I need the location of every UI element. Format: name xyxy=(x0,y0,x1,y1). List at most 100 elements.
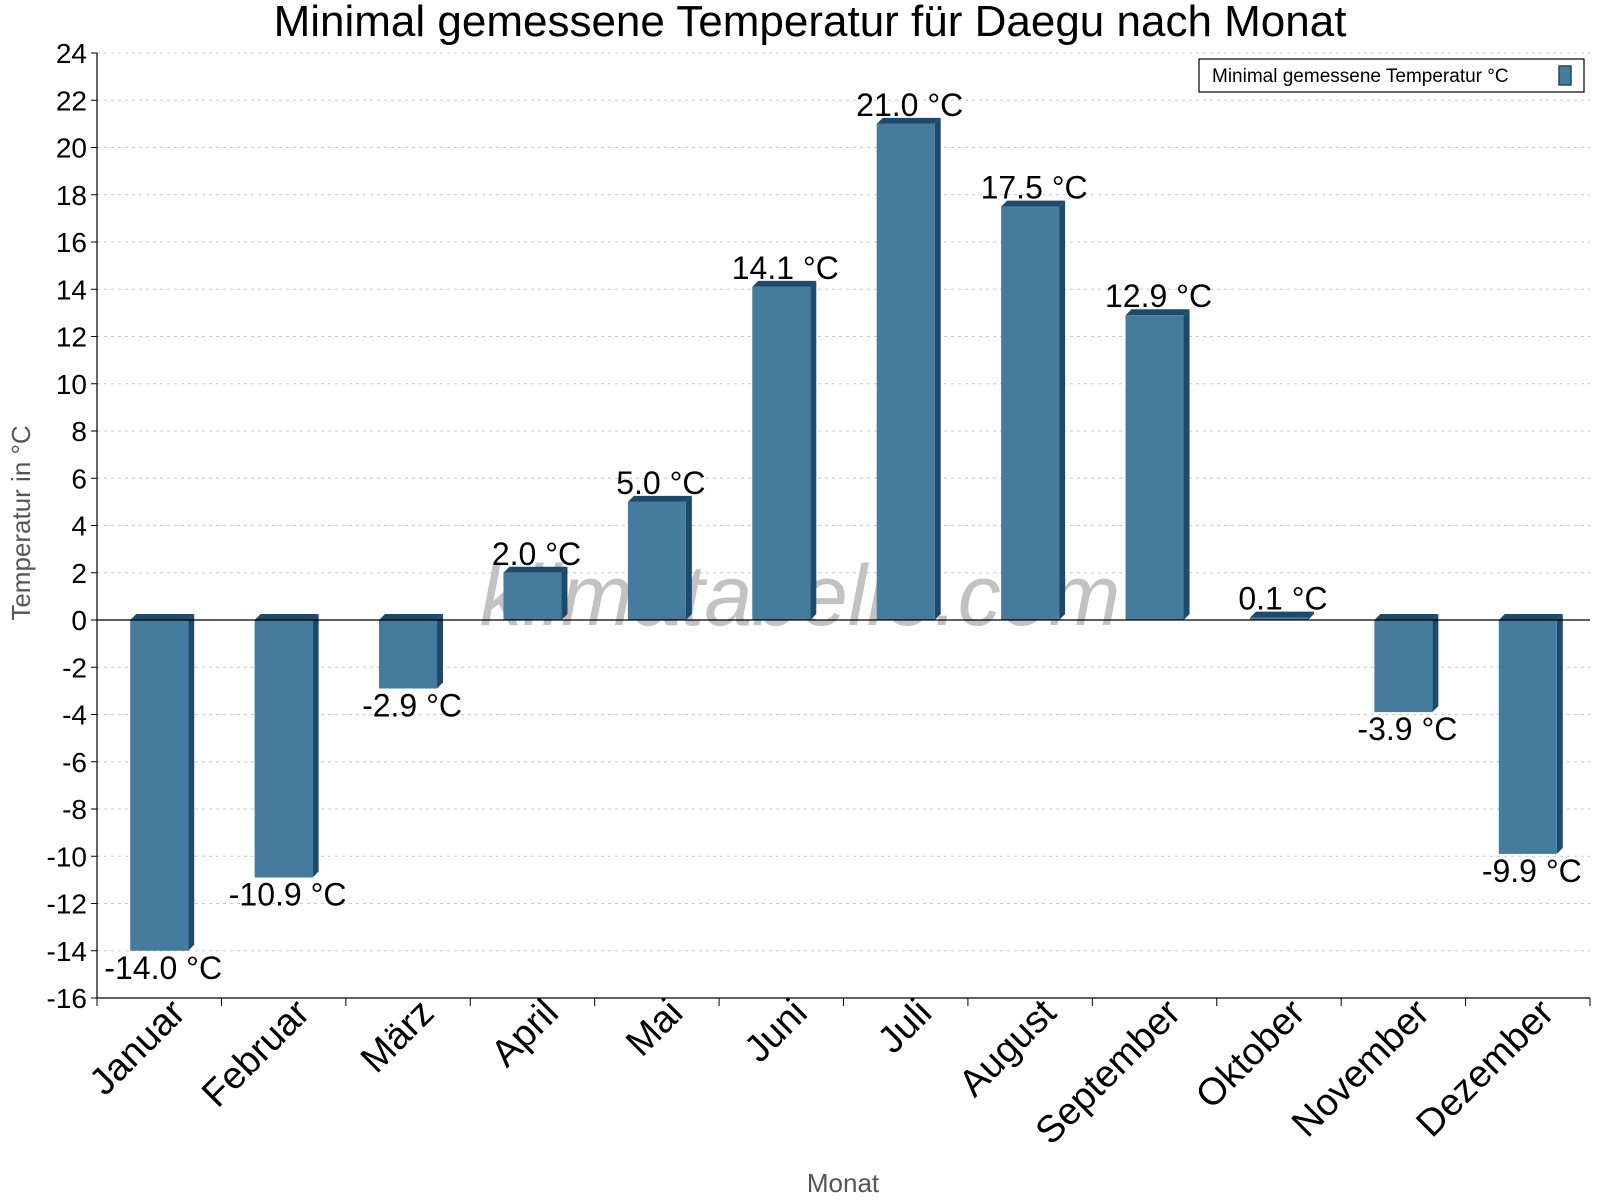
data-label: 17.5 °C xyxy=(981,170,1088,206)
bar-side xyxy=(1432,614,1439,713)
bar-5 xyxy=(627,495,692,620)
bar-2 xyxy=(254,614,319,878)
x-tick-label: Mai xyxy=(618,992,691,1065)
x-tick-label: August xyxy=(951,991,1065,1105)
y-tick-label: -10 xyxy=(47,841,87,872)
x-axis-title: Monat xyxy=(807,1168,880,1198)
y-tick-label: 6 xyxy=(71,463,87,494)
y-tick-label: 4 xyxy=(71,511,87,542)
bar-face xyxy=(1498,620,1557,854)
legend-box xyxy=(1198,58,1585,93)
bar-side xyxy=(1556,614,1563,854)
bar-3 xyxy=(379,614,444,689)
x-tick-label: Juli xyxy=(870,992,940,1062)
y-tick-label: -16 xyxy=(47,983,87,1014)
bar-side xyxy=(810,280,817,620)
y-tick-label: 20 xyxy=(56,133,87,164)
bar-face xyxy=(130,620,189,951)
legend-label: Minimal gemessene Temperatur °C xyxy=(1212,66,1509,87)
bar-1 xyxy=(130,614,195,951)
bar-top xyxy=(1249,611,1314,618)
y-tick-label: 18 xyxy=(56,180,87,211)
y-tick-label: 10 xyxy=(56,369,87,400)
y-tick-label: 22 xyxy=(56,85,87,116)
bar-face xyxy=(1249,617,1308,620)
y-tick-label: -14 xyxy=(47,936,87,967)
bar-7 xyxy=(876,117,941,620)
bar-face xyxy=(254,620,313,878)
bar-12 xyxy=(1498,614,1563,854)
x-tick-label: Januar xyxy=(82,991,194,1103)
data-label: 21.0 °C xyxy=(856,87,963,123)
bar-10 xyxy=(1249,611,1314,620)
y-tick-label: -6 xyxy=(62,747,87,778)
bar-side xyxy=(1059,200,1066,620)
bar-face xyxy=(876,123,935,620)
x-tick-labels: Januar Februar März April Mai Juni Juli AugustS… xyxy=(82,991,1563,1152)
bar-side xyxy=(1183,309,1190,620)
bar-11 xyxy=(1374,614,1439,713)
bar-4 xyxy=(503,566,568,620)
bar-top xyxy=(1374,614,1439,620)
y-axis-title: Temperatur in °C xyxy=(6,425,36,620)
grid-lines xyxy=(97,52,1590,999)
x-tick-label: Oktober xyxy=(1188,991,1314,1117)
bar-top xyxy=(503,566,568,573)
data-label: -10.9 °C xyxy=(229,877,347,913)
y-tick-label: 2 xyxy=(71,558,87,589)
x-tick-label: April xyxy=(483,992,566,1075)
bar-8 xyxy=(1001,200,1066,620)
bar-top xyxy=(1001,200,1066,207)
bar-face xyxy=(1001,206,1060,620)
bar-face xyxy=(1125,315,1184,620)
data-label: 2.0 °C xyxy=(492,536,581,572)
bar-side xyxy=(561,566,568,620)
data-label: 5.0 °C xyxy=(616,465,705,501)
y-tick-label: 24 xyxy=(56,38,87,69)
legend-swatch xyxy=(1558,65,1572,86)
axes xyxy=(96,53,1591,1006)
x-tick-label: Juni xyxy=(737,992,816,1071)
bar-top xyxy=(876,117,941,124)
data-label: -9.9 °C xyxy=(1482,853,1582,889)
data-label: 12.9 °C xyxy=(1105,278,1212,314)
y-tick-label: -12 xyxy=(47,889,87,920)
bar-face xyxy=(1374,620,1433,713)
legend: Minimal gemessene Temperatur °C xyxy=(1198,58,1585,93)
y-tick-label: -4 xyxy=(62,700,87,731)
bar-top xyxy=(254,614,319,620)
data-labels: -14.0 °C -10.9 °C -2.9 °C 2.0 °C 5.0 °C 14.1 … xyxy=(104,87,1581,986)
data-label: -14.0 °C xyxy=(104,950,222,986)
y-tick-label: -8 xyxy=(62,794,87,825)
bar-side xyxy=(188,614,195,951)
bar-face xyxy=(503,572,562,620)
bar-side xyxy=(437,614,444,689)
y-tick-label: 14 xyxy=(56,274,87,305)
y-tick-label: 12 xyxy=(56,322,87,353)
bar-face xyxy=(752,286,811,620)
data-label: 14.1 °C xyxy=(732,250,839,286)
chart-title: Minimal gemessene Temperatur für Daegu n… xyxy=(274,0,1347,46)
x-tick-label: Dezember xyxy=(1409,991,1563,1145)
bar-6 xyxy=(752,280,817,620)
bar-side xyxy=(1307,611,1314,620)
bar-face xyxy=(627,501,686,620)
y-tick-label: -2 xyxy=(62,652,87,683)
bar-side xyxy=(934,117,941,620)
bar-side xyxy=(685,495,692,620)
data-label: 0.1 °C xyxy=(1238,581,1327,617)
y-tick-labels: -16-14-12-10-8-6-4-202468101214161820222… xyxy=(47,38,97,1014)
bar-9 xyxy=(1125,309,1190,620)
bar-top xyxy=(1498,614,1563,620)
bar-top xyxy=(627,495,692,502)
bar-top xyxy=(130,614,195,620)
y-tick-label: 0 xyxy=(71,605,87,636)
x-tick-label: Februar xyxy=(194,991,318,1115)
bars xyxy=(130,117,1563,951)
bar-face xyxy=(379,620,438,689)
bar-side xyxy=(312,614,319,878)
data-label: -3.9 °C xyxy=(1357,711,1457,747)
bar-top xyxy=(379,614,444,620)
data-label: -2.9 °C xyxy=(362,688,462,724)
